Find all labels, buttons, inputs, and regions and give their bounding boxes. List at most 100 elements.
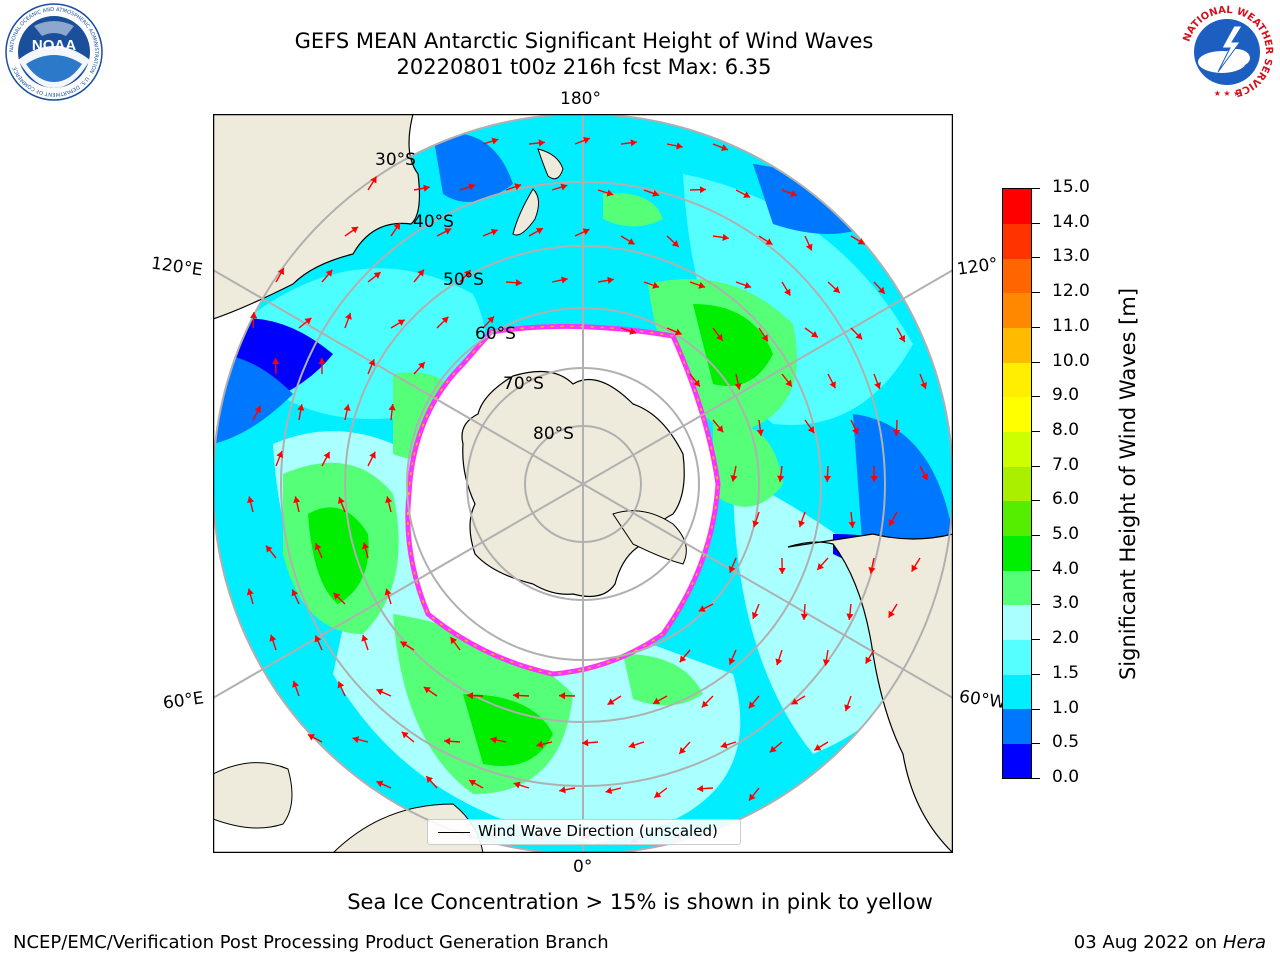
wave-arrow-head xyxy=(765,238,773,245)
wave-arrow-head xyxy=(730,475,738,482)
colorbar-tick-label: 12.0 xyxy=(1052,281,1090,302)
wave-arrow-head xyxy=(769,745,777,753)
lon-label-60w: 60°W xyxy=(957,686,1008,714)
wave-arrow-head xyxy=(817,563,824,570)
wave-arrow-head xyxy=(898,335,906,342)
colorbar-tick-mark xyxy=(1032,361,1040,363)
wave-arrow-head xyxy=(450,637,457,645)
wave-arrow-head xyxy=(426,776,433,784)
wave-arrow-head xyxy=(393,222,401,230)
wave-arrow-head xyxy=(627,238,635,245)
wave-arrow-head xyxy=(778,567,786,574)
wave-arrow-head xyxy=(844,704,852,712)
wave-arrow-head xyxy=(749,793,756,801)
footer-date: 03 Aug 2022 on Hera xyxy=(1074,932,1266,953)
wave-arrow-head xyxy=(878,286,885,294)
map-svg xyxy=(212,113,954,854)
colorbar-segment xyxy=(1003,604,1031,640)
lat-label-70s: 70°S xyxy=(503,374,544,394)
wave-arrow-head xyxy=(722,233,729,241)
wave-arrow-head xyxy=(805,243,813,251)
wave-arrow-head xyxy=(628,741,636,749)
wave-arrow-head xyxy=(265,545,273,553)
wave-arrow-head xyxy=(559,786,566,794)
wave-arrow-head xyxy=(676,142,683,150)
graticule xyxy=(213,114,953,853)
colorbar-segment xyxy=(1003,708,1031,744)
wave-arrow-head xyxy=(911,564,918,572)
wave-arrow-head xyxy=(679,655,687,663)
colorbar-segment xyxy=(1003,362,1031,398)
wave-arrow-head xyxy=(606,189,614,197)
wave-arrow-head xyxy=(351,226,359,234)
chart-title: GEFS MEAN Antarctic Significant Height o… xyxy=(294,29,874,53)
colorbar-tick-mark xyxy=(1032,257,1040,259)
wave-arrow-head xyxy=(361,634,369,642)
wave-arrow-head xyxy=(276,451,284,459)
wave-arrow-head xyxy=(751,611,759,619)
wave-arrow-head xyxy=(388,404,396,411)
wave-arrow-head xyxy=(343,404,351,411)
wave-arrow-head xyxy=(582,228,590,236)
colorbar-segment xyxy=(1003,223,1031,259)
wave-arrow-head xyxy=(761,334,768,342)
wave-arrow-head xyxy=(652,281,660,289)
wave-arrow-head xyxy=(401,731,409,739)
wave-arrow-head xyxy=(352,736,360,744)
wave-arrow-head xyxy=(560,183,568,191)
wave-arrow-head xyxy=(269,634,277,642)
wave-arrow-head xyxy=(785,379,792,387)
nws-logo: NATIONAL WEATHER SERVICE ★ ★ ★ xyxy=(1180,5,1274,99)
colorbar-segment xyxy=(1003,466,1031,502)
wave-arrow-head xyxy=(734,383,742,390)
wave-arrow-head xyxy=(671,240,679,247)
colorbar-segment xyxy=(1003,639,1031,675)
wave-arrow-head xyxy=(307,734,315,741)
wave-arrow-head xyxy=(444,228,452,235)
wave-arrow-head xyxy=(701,700,709,708)
wave-arrow-head xyxy=(870,475,878,482)
colorbar-tick-mark xyxy=(1032,569,1040,571)
wave-arrow-head xyxy=(865,656,872,664)
colorbar-tick-mark xyxy=(1032,743,1040,745)
wave-arrow-head xyxy=(582,739,589,747)
wave-arrow-head xyxy=(513,691,520,700)
wave-arrow-head xyxy=(848,521,856,528)
wave-arrow-head xyxy=(920,382,927,389)
colorbar-tick-label: 8.0 xyxy=(1052,419,1080,440)
wave-arrow-head xyxy=(513,781,521,789)
colorbar-segment xyxy=(1003,431,1031,467)
wave-arrow-head xyxy=(385,496,393,504)
wave-arrow-head xyxy=(728,657,736,665)
wave-arrow-head xyxy=(467,692,474,700)
lat-label-40s: 40°S xyxy=(413,212,454,232)
wave-arrow-head xyxy=(893,429,901,436)
colorbar-tick-label: 2.0 xyxy=(1052,628,1080,649)
wave-arrow-head xyxy=(417,269,425,277)
wave-arrow-head xyxy=(790,190,797,197)
wave-arrow-head xyxy=(605,786,613,794)
colorbar-tick-mark xyxy=(1032,639,1040,641)
wave-arrow-head xyxy=(699,186,706,194)
colorbar-tick-label: 9.0 xyxy=(1052,385,1080,406)
wave-arrow-head xyxy=(337,681,345,689)
wave-arrow-head xyxy=(418,362,425,370)
wave-arrow-head xyxy=(314,635,322,643)
footer-org: NCEP/EMC/Verification Post Processing Pr… xyxy=(13,932,609,953)
wave-arrow-head xyxy=(250,312,258,319)
colorbar-tick-label: 5.0 xyxy=(1052,524,1080,545)
map-panel: 30°S 40°S 50°S 60°S 70°S 80°S Wind Wave … xyxy=(212,113,954,854)
wave-arrow-head xyxy=(361,542,369,550)
wave-arrow-head xyxy=(487,316,495,324)
colorbar-tick-label: 6.0 xyxy=(1052,489,1080,510)
wave-arrow-head xyxy=(721,144,728,151)
wave-arrow-head xyxy=(583,137,590,144)
wave-arrow-head xyxy=(607,698,615,705)
colorbar-tick-mark xyxy=(1032,604,1040,606)
lat-label-30s: 30°S xyxy=(375,150,416,170)
wave-arrow-head xyxy=(810,330,818,338)
wave-arrow-head xyxy=(333,592,341,600)
svg-text:★ ★ ★: ★ ★ ★ xyxy=(1214,89,1241,98)
wave-arrow-head xyxy=(277,268,285,276)
noaa-logo: NOAA NATIONAL OCEANIC AND ATMOSPHERIC AD… xyxy=(5,3,103,101)
